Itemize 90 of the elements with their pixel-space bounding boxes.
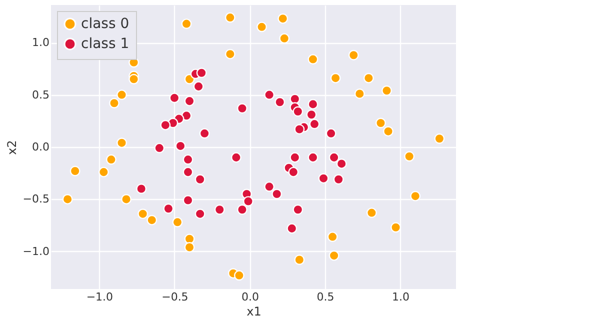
point [163, 203, 174, 214]
point [196, 68, 207, 78]
point [182, 154, 194, 165]
point [294, 254, 305, 265]
point [224, 12, 236, 23]
point [264, 90, 275, 100]
point [286, 223, 298, 234]
point [292, 204, 304, 215]
point [194, 208, 206, 220]
point [70, 166, 80, 176]
point [160, 120, 171, 130]
x-tick-label: 0.5 [316, 290, 334, 304]
point [272, 188, 282, 200]
point [193, 81, 204, 92]
y-tick-label: 0.0 [32, 140, 50, 154]
point [290, 152, 300, 163]
point [181, 18, 192, 29]
x-tick-label: 1.0 [392, 290, 410, 304]
point [279, 33, 290, 44]
legend-label: class 0 [81, 16, 130, 32]
point [214, 204, 225, 215]
point [230, 152, 242, 163]
point [116, 90, 127, 100]
point [106, 154, 116, 165]
point [348, 50, 359, 60]
point [194, 174, 206, 185]
point [308, 98, 318, 110]
y-tick-label: 1.0 [32, 36, 50, 50]
point [116, 138, 127, 148]
point [354, 88, 365, 99]
point [328, 152, 340, 163]
point [336, 158, 347, 169]
point [172, 216, 183, 228]
point [109, 98, 120, 108]
point [330, 72, 341, 84]
point [306, 109, 317, 120]
point [62, 194, 73, 204]
point [278, 13, 288, 24]
point [390, 222, 401, 233]
point [256, 22, 267, 32]
point [288, 166, 299, 178]
point [326, 128, 336, 139]
point [175, 140, 186, 152]
legend-label: class 1 [81, 36, 130, 52]
point [182, 195, 194, 206]
point [182, 166, 194, 178]
point [243, 196, 254, 206]
point [199, 128, 210, 139]
point [308, 152, 318, 163]
y-tick-label: 0.5 [32, 88, 50, 102]
point [376, 118, 386, 128]
point [327, 232, 338, 242]
point [169, 92, 180, 104]
point [434, 133, 445, 144]
point [328, 250, 340, 261]
point [333, 174, 344, 185]
y-axis-title: x2 [4, 140, 19, 155]
point [237, 103, 248, 114]
point [138, 208, 148, 220]
point [184, 242, 195, 252]
point [292, 106, 304, 117]
point [146, 214, 158, 226]
point [410, 190, 421, 202]
point [363, 72, 374, 84]
point [264, 181, 275, 192]
point [234, 270, 244, 281]
y-tick-label: −0.5 [22, 192, 50, 206]
point [404, 151, 415, 162]
point [237, 204, 248, 215]
point [274, 96, 286, 108]
x-tick-label: −1.0 [86, 290, 114, 304]
point [383, 126, 394, 137]
point [184, 96, 195, 106]
point [136, 184, 147, 194]
point [128, 74, 140, 84]
y-tick-label: −1.0 [22, 244, 50, 258]
point [121, 194, 132, 204]
x-axis-title: x1 [246, 304, 262, 318]
point [318, 173, 329, 184]
point [309, 118, 320, 130]
point [308, 54, 318, 64]
x-tick-label: 0.0 [241, 290, 259, 304]
point [224, 48, 236, 60]
point [294, 124, 305, 134]
x-tick-label: −0.5 [162, 290, 188, 304]
point [382, 85, 392, 96]
point [366, 208, 377, 218]
point [154, 142, 165, 154]
point [290, 94, 300, 104]
point [98, 166, 109, 178]
